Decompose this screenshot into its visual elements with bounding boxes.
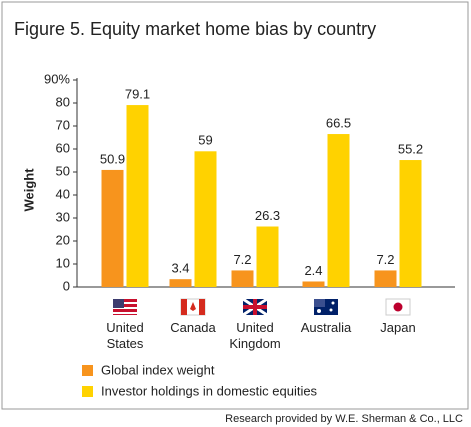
data-label: 50.9 [100,151,125,166]
x-tick-label: United States [106,320,144,351]
bar [231,270,254,287]
bar [194,151,217,287]
data-label: 55.2 [398,141,423,156]
y-axis-label: Weight [21,168,36,212]
bar [256,226,279,287]
x-tick-label: Japan [380,320,416,335]
y-tick-label: 50 [56,163,70,178]
y-tick-label: 10 [56,255,70,270]
bar [374,270,397,287]
bar [169,279,192,287]
data-label: 79.1 [125,87,150,102]
x-tick-label: Australia [300,320,352,335]
legend-swatch [82,365,93,376]
data-label: 3.4 [171,261,189,276]
y-tick-label: 70 [56,117,70,132]
data-label: 26.3 [255,208,280,223]
legend-swatch [82,386,93,397]
frame [1,1,469,410]
flag-japan [385,298,411,316]
flag-uk [242,297,268,317]
data-label: 2.4 [304,263,322,278]
x-tick-label: Canada [170,320,216,335]
flag-australia [314,299,338,315]
bar [126,105,149,287]
y-tick-label: 30 [56,209,70,224]
y-tick-label: 20 [56,232,70,247]
data-label: 59 [198,133,212,148]
flag-us [113,299,137,315]
data-label: 7.2 [376,252,394,267]
bar [302,281,325,287]
legend-label: Investor holdings in domestic equities [101,383,318,398]
data-label: 66.5 [326,115,351,130]
x-tick-label: United Kingdom [229,320,281,351]
y-tick-label: 80 [56,94,70,109]
data-label: 7.2 [233,252,251,267]
y-tick-label: 60 [56,140,70,155]
bar [399,160,422,287]
chart-title: Figure 5. Equity market home bias by cou… [14,19,376,39]
bar [327,134,350,287]
source: Research provided by W.E. Sherman & Co.,… [225,413,463,425]
legend-label: Global index weight [101,362,215,377]
y-tick-label: 0 [63,278,70,293]
y-tick-label: 40 [56,186,70,201]
y-tick-label: 90% [44,71,70,86]
bar [101,169,124,287]
flag-canada [180,298,206,316]
